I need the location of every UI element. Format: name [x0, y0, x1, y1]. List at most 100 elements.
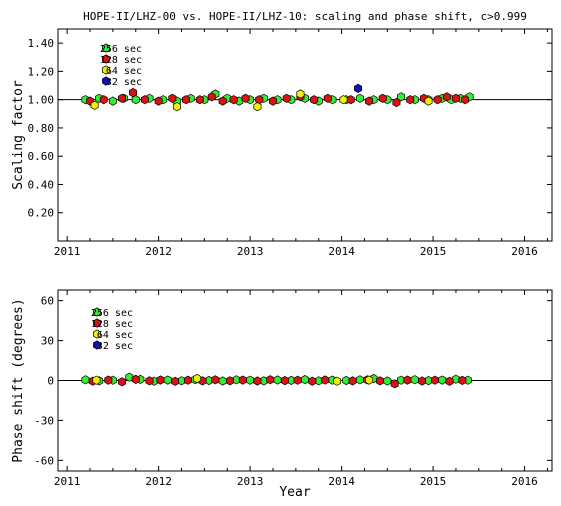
legend-label: 128 sec: [100, 55, 142, 66]
data-point-128-sec: [390, 379, 399, 389]
legend-marker: [102, 76, 110, 86]
y-tick-label: 1.40: [28, 37, 55, 50]
legend-label: 32 sec: [97, 341, 133, 352]
x-tick-label: 2015: [420, 245, 447, 258]
x-tick-label: 2014: [328, 475, 355, 488]
y-tick-label: 30: [41, 335, 54, 348]
data-point-64-sec: [92, 375, 101, 385]
data-point-128-sec: [310, 95, 319, 105]
x-tick-label: 2016: [511, 245, 538, 258]
data-point-64-sec: [90, 100, 99, 110]
data-point-256-sec: [451, 374, 460, 384]
data-point-128-sec: [406, 95, 415, 105]
data-point-256-sec: [125, 372, 134, 382]
y-tick-label: 60: [41, 295, 54, 308]
scaling-factor-plot: 2011 2012 2013 2014 2015 2016 0.20 0.40 0.60 0.80…: [11, 10, 553, 258]
data-point-256-sec: [355, 93, 364, 103]
data-point-128-sec: [183, 375, 192, 385]
data-point-64-sec: [339, 95, 348, 105]
x-tick-label: 2012: [145, 245, 172, 258]
legend-label: 64 sec: [97, 330, 133, 341]
data-point-128-sec: [238, 375, 247, 385]
data-point-256-sec: [438, 375, 447, 385]
data-point-128-sec: [376, 376, 385, 386]
data-point-128-sec: [433, 95, 442, 105]
plot-frame: [57, 28, 553, 242]
data-point-128-sec: [241, 93, 250, 103]
data-point-256-sec: [218, 376, 227, 386]
data-point-256-sec: [108, 96, 117, 106]
data-point-128-sec: [418, 376, 427, 386]
legend-marker: [102, 43, 110, 53]
x-tick-label: 2011: [54, 245, 81, 258]
y-tick-label: 0.40: [28, 178, 55, 191]
data-point-128-sec: [253, 376, 262, 386]
data-point-128-sec: [266, 375, 275, 385]
data-point-256-sec: [163, 375, 172, 385]
legend-marker: [93, 340, 101, 350]
y-tick-label: 0.80: [28, 122, 55, 135]
legend-marker: [93, 318, 101, 328]
data-point-64-sec: [296, 89, 305, 99]
data-point-128-sec: [365, 96, 374, 106]
data-point-128-sec: [348, 376, 357, 386]
phase-shift-plot: 2011 2012 2013 2014 2015 2016 -60 -30 0 30 60 Phase…: [11, 289, 553, 500]
data-point-64-sec: [253, 102, 262, 112]
y-axis-title: Phase shift (degrees): [11, 298, 26, 462]
data-point-128-sec: [156, 375, 165, 385]
data-point-128-sec: [207, 92, 216, 102]
data-point-128-sec: [430, 375, 439, 385]
data-point-128-sec: [268, 96, 277, 106]
legend-marker: [93, 307, 101, 317]
data-point-64-sec: [333, 376, 342, 386]
data-point-128-sec: [145, 376, 154, 386]
data-point-256-sec: [410, 375, 419, 385]
x-tick-label: 2013: [237, 475, 264, 488]
data-point-256-sec: [301, 374, 309, 385]
y-tick-label: 0: [47, 375, 54, 388]
x-tick-label: 2014: [328, 245, 355, 258]
data-point-128-sec: [171, 376, 180, 386]
data-point-128-sec: [225, 376, 234, 386]
data-point-128-sec: [451, 93, 460, 103]
data-point-64-sec: [365, 375, 374, 385]
data-point-128-sec: [323, 93, 332, 103]
data-point-64-sec: [424, 96, 433, 106]
data-point-256-sec: [246, 375, 255, 385]
data-point-128-sec: [211, 375, 220, 385]
data-point-128-sec: [321, 375, 330, 385]
legend-label: 32 sec: [106, 77, 142, 88]
data-point-128-sec: [118, 93, 127, 103]
data-point-128-sec: [154, 96, 163, 106]
data-point-128-sec: [403, 375, 412, 385]
legend-label: 256 sec: [91, 308, 133, 319]
legend-label: 128 sec: [91, 319, 133, 330]
x-tick-label: 2011: [54, 475, 81, 488]
data-point-256-sec: [273, 375, 282, 385]
x-axis-title: Year: [279, 485, 310, 500]
legend-label: 64 sec: [106, 66, 142, 77]
legend-marker: [102, 65, 110, 75]
data-point-128-sec: [140, 95, 149, 105]
data-point-32-sec: [354, 83, 363, 94]
data-point-128-sec: [308, 376, 317, 386]
chart-title: HOPE-II/LHZ-00 vs. HOPE-II/LHZ-10: scali…: [83, 10, 527, 23]
data-point-256-sec: [81, 375, 90, 385]
data-point-128-sec: [282, 93, 291, 103]
data-point-128-sec: [104, 375, 113, 385]
data-point-128-sec: [131, 374, 140, 385]
legend-marker: [102, 54, 110, 64]
x-tick-label: 2015: [420, 475, 447, 488]
data-point-128-sec: [118, 377, 127, 387]
y-axis-title: Scaling factor: [11, 80, 26, 190]
y-tick-label: 0.20: [28, 207, 55, 220]
data-point-128-sec: [445, 376, 454, 386]
data-point-64-sec: [193, 373, 202, 384]
data-point-256-sec: [131, 95, 140, 105]
data-point-128-sec: [195, 95, 204, 105]
data-point-128-sec: [442, 92, 451, 102]
data-point-256-sec: [383, 376, 392, 386]
data-point-128-sec: [129, 87, 138, 98]
data-point-128-sec: [458, 375, 467, 386]
